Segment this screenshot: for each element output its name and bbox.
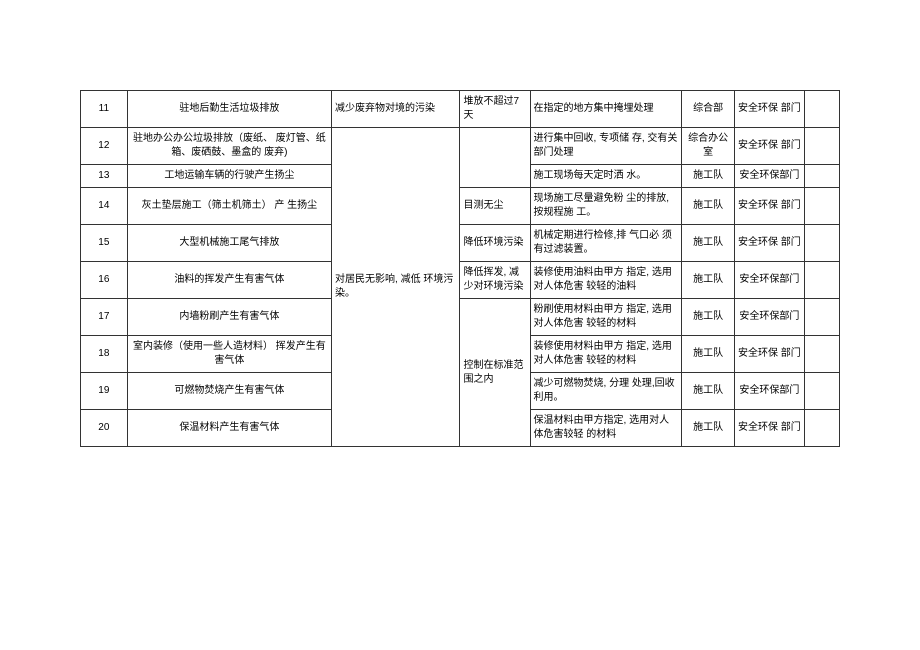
cell-target: 堆放不超过7 天: [460, 91, 530, 128]
cell-num: 15: [81, 225, 128, 262]
cell-item: 室内装修（使用一些人造材料） 挥发产生有害气体: [127, 336, 331, 373]
cell-supv: 安全环保 部门: [734, 188, 804, 225]
cell-dept: 施工队: [682, 336, 735, 373]
cell-dept: 施工队: [682, 262, 735, 299]
table-row: 16 油料的挥发产生有害气体 降低挥发, 减少对环境污染 装修使用油料由甲方 指…: [81, 262, 840, 299]
cell-supv: 安全环保 部门: [734, 336, 804, 373]
cell-item: 内墙粉刷产生有害气体: [127, 299, 331, 336]
cell-target: 目测无尘: [460, 188, 530, 225]
cell-num: 19: [81, 373, 128, 410]
cell-item: 工地运输车辆的行驶产生扬尘: [127, 165, 331, 188]
environmental-table: 11 驻地后勤生活垃圾排放 减少废弃物对境的污染 堆放不超过7 天 在指定的地方…: [80, 90, 840, 447]
table-row: 11 驻地后勤生活垃圾排放 减少废弃物对境的污染 堆放不超过7 天 在指定的地方…: [81, 91, 840, 128]
cell-num: 12: [81, 128, 128, 165]
cell-blank: [804, 299, 839, 336]
cell-blank: [804, 262, 839, 299]
document-page: 11 驻地后勤生活垃圾排放 减少废弃物对境的污染 堆放不超过7 天 在指定的地方…: [0, 0, 920, 447]
cell-supv: 安全环保部门: [734, 373, 804, 410]
cell-supv: 安全环保 部门: [734, 128, 804, 165]
cell-measure: 装修使用油料由甲方 指定, 选用对人体危害 较轻的油料: [530, 262, 682, 299]
cell-measure: 在指定的地方集中掩埋处理: [530, 91, 682, 128]
cell-blank: [804, 225, 839, 262]
cell-measure: 装修使用材料由甲方 指定, 选用对人体危害 较轻的材料: [530, 336, 682, 373]
cell-target: 降低挥发, 减少对环境污染: [460, 262, 530, 299]
cell-measure: 进行集中回收, 专项储 存, 交有关部门处理: [530, 128, 682, 165]
cell-dept: 施工队: [682, 188, 735, 225]
cell-num: 14: [81, 188, 128, 225]
cell-item: 驻地后勤生活垃圾排放: [127, 91, 331, 128]
table-row: 17 内墙粉刷产生有害气体 控制在标准范围之内 粉刷使用材料由甲方 指定, 选用…: [81, 299, 840, 336]
cell-blank: [804, 128, 839, 165]
cell-num: 13: [81, 165, 128, 188]
cell-num: 17: [81, 299, 128, 336]
cell-item: 保温材料产生有害气体: [127, 410, 331, 447]
cell-effect: 减少废弃物对境的污染: [332, 91, 460, 128]
table-row: 12 驻地办公办公垃圾排放（废纸、 废灯管、纸箱、废硒鼓、墨盒的 废弃) 对居民…: [81, 128, 840, 165]
cell-measure: 机械定期进行检修,排 气口必 须有过滤装置。: [530, 225, 682, 262]
cell-item: 灰土垫层施工（筛土机筛土） 产 生扬尘: [127, 188, 331, 225]
cell-supv: 安全环保 部门: [734, 225, 804, 262]
cell-item: 油料的挥发产生有害气体: [127, 262, 331, 299]
cell-item: 驻地办公办公垃圾排放（废纸、 废灯管、纸箱、废硒鼓、墨盒的 废弃): [127, 128, 331, 165]
cell-measure: 减少可燃物焚烧, 分理 处理,回收利用。: [530, 373, 682, 410]
cell-num: 18: [81, 336, 128, 373]
cell-blank: [804, 165, 839, 188]
cell-measure: 粉刷使用材料由甲方 指定, 选用对人体危害 较轻的材料: [530, 299, 682, 336]
table-row: 15 大型机械施工尾气排放 降低环境污染 机械定期进行检修,排 气口必 须有过滤…: [81, 225, 840, 262]
cell-dept: 施工队: [682, 165, 735, 188]
cell-item: 大型机械施工尾气排放: [127, 225, 331, 262]
cell-target: 控制在标准范围之内: [460, 299, 530, 447]
cell-target-empty: [460, 128, 530, 188]
cell-measure: 现场施工尽量避免粉 尘的排放, 按规程施 工。: [530, 188, 682, 225]
cell-supv: 安全环保部门: [734, 299, 804, 336]
cell-blank: [804, 188, 839, 225]
cell-supv: 安全环保 部门: [734, 410, 804, 447]
cell-measure: 保温材料由甲方指定, 选用对人体危害较轻 的材料: [530, 410, 682, 447]
cell-blank: [804, 336, 839, 373]
cell-dept: 施工队: [682, 299, 735, 336]
cell-item: 可燃物焚烧产生有害气体: [127, 373, 331, 410]
cell-dept: 施工队: [682, 410, 735, 447]
cell-blank: [804, 410, 839, 447]
cell-supv: 安全环保部门: [734, 262, 804, 299]
cell-num: 11: [81, 91, 128, 128]
cell-dept: 综合办公室: [682, 128, 735, 165]
cell-supv: 安全环保部门: [734, 165, 804, 188]
cell-dept: 综合部: [682, 91, 735, 128]
cell-blank: [804, 91, 839, 128]
cell-effect-merged: 对居民无影响, 减低 环境污染。: [332, 128, 460, 447]
cell-dept: 施工队: [682, 225, 735, 262]
cell-num: 20: [81, 410, 128, 447]
cell-dept: 施工队: [682, 373, 735, 410]
cell-num: 16: [81, 262, 128, 299]
cell-measure: 施工现场每天定时洒 水。: [530, 165, 682, 188]
cell-target: 降低环境污染: [460, 225, 530, 262]
cell-supv: 安全环保 部门: [734, 91, 804, 128]
cell-blank: [804, 373, 839, 410]
table-row: 14 灰土垫层施工（筛土机筛土） 产 生扬尘 目测无尘 现场施工尽量避免粉 尘的…: [81, 188, 840, 225]
